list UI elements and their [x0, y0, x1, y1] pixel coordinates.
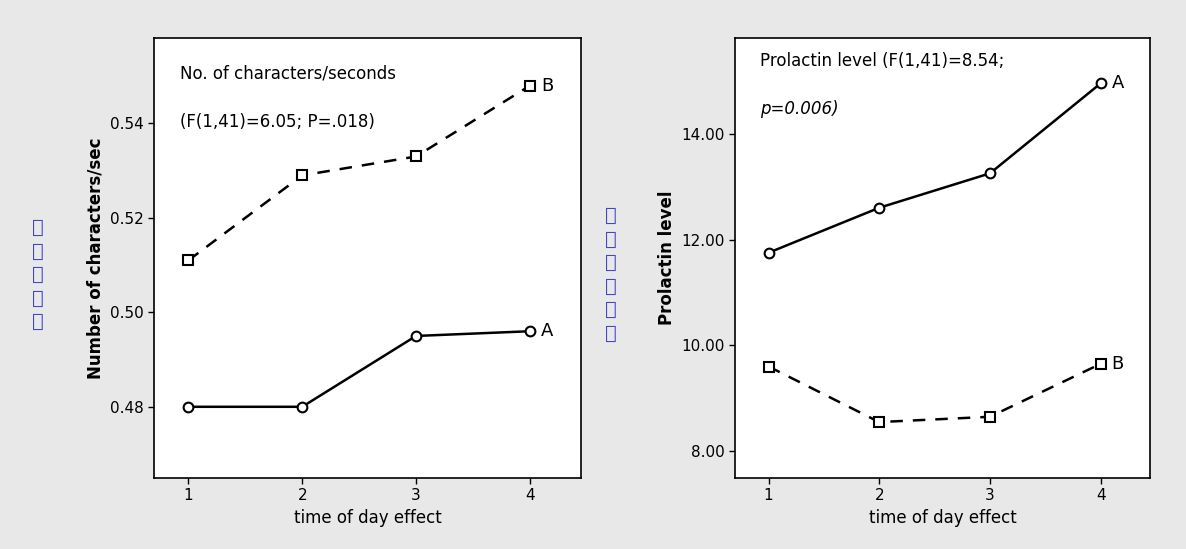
- X-axis label: time of day effect: time of day effect: [869, 508, 1016, 526]
- Text: p=0.006): p=0.006): [760, 100, 839, 118]
- Text: 泌
乳
激
素
水
平: 泌 乳 激 素 水 平: [605, 206, 617, 343]
- X-axis label: time of day effect: time of day effect: [294, 508, 441, 526]
- Text: 字
符
数
／
秒: 字 符 数 ／ 秒: [32, 218, 44, 331]
- Text: B: B: [1111, 355, 1124, 373]
- Text: B: B: [541, 77, 554, 94]
- Y-axis label: Number of characters/sec: Number of characters/sec: [87, 137, 104, 379]
- Y-axis label: Prolactin level: Prolactin level: [658, 191, 676, 325]
- Text: Prolactin level (F(1,41)=8.54;: Prolactin level (F(1,41)=8.54;: [760, 52, 1005, 70]
- Text: A: A: [541, 322, 554, 340]
- Text: No. of characters/seconds: No. of characters/seconds: [180, 65, 396, 83]
- Text: A: A: [1111, 75, 1124, 92]
- Text: (F(1,41)=6.05; P=.018): (F(1,41)=6.05; P=.018): [180, 113, 375, 131]
